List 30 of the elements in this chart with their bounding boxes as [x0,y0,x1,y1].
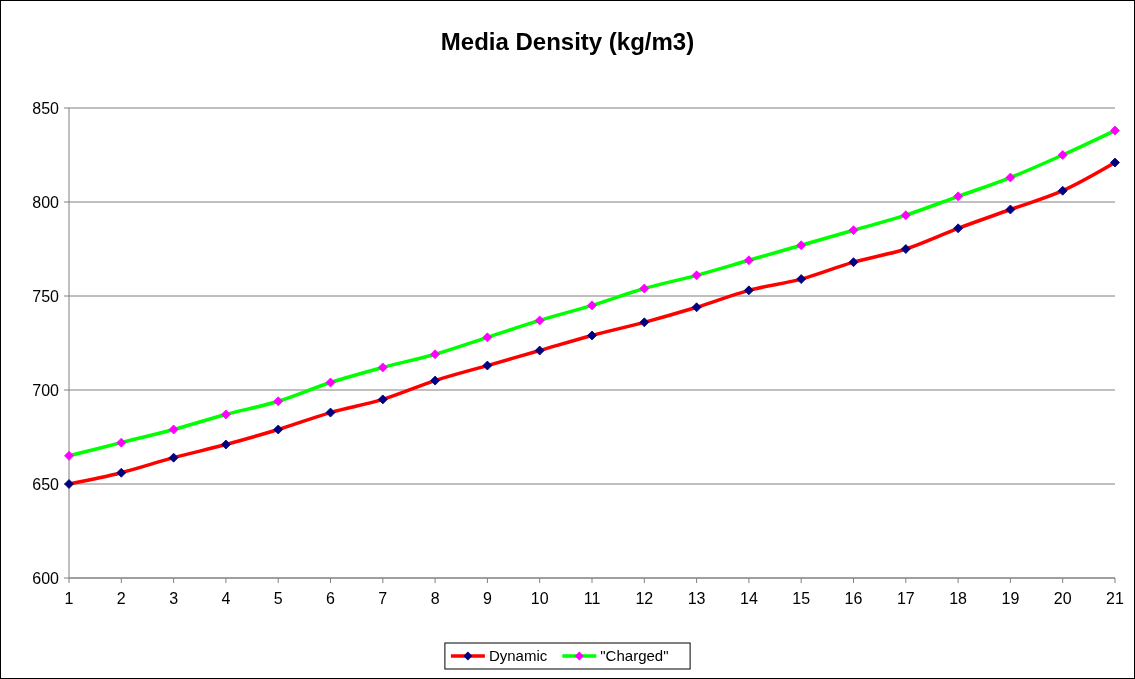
y-tick-label: 850 [32,99,60,117]
x-tick-label: 1 [64,590,74,607]
y-tick-label: 700 [32,381,60,399]
y-tick-label: 800 [32,193,60,211]
x-tick-label: 21 [1106,590,1124,607]
x-tick-label: 14 [740,590,758,607]
x-tick-label: 9 [482,590,492,607]
legend-label: "Charged" [600,647,669,665]
x-tick-label: 13 [687,590,706,607]
x-tick-label: 6 [326,590,336,607]
x-tick-label: 11 [583,590,601,607]
x-tick-label: 3 [169,590,179,607]
x-tick-label: 7 [378,590,388,607]
x-tick-label: 17 [896,590,915,607]
x-tick-label: 18 [949,590,968,607]
x-tick-label: 15 [792,590,811,607]
x-tick-label: 10 [530,590,549,607]
x-tick-label: 5 [273,590,283,607]
x-tick-label: 20 [1053,590,1072,607]
x-tick-label: 12 [635,590,654,607]
y-tick-label: 600 [32,569,60,587]
chart-title: Media Density (kg/m3) [440,28,695,55]
y-tick-label: 650 [32,475,60,493]
x-tick-label: 2 [116,590,126,607]
x-tick-label: 16 [844,590,863,607]
x-tick-label: 8 [430,590,440,607]
legend-label: Dynamic [488,647,548,665]
x-tick-label: 19 [1001,590,1020,607]
y-tick-label: 750 [32,287,60,305]
x-tick-label: 4 [221,590,231,607]
